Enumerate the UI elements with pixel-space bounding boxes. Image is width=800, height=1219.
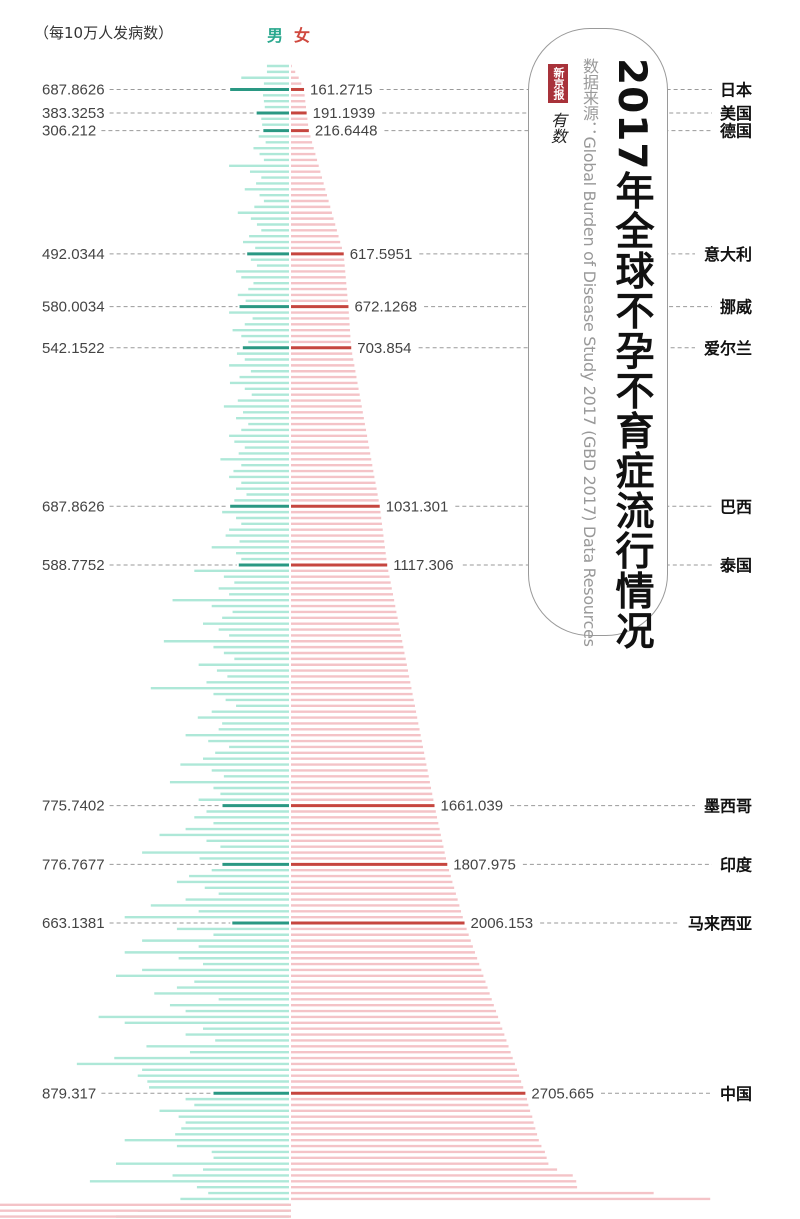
female-value-label: 617.5951 xyxy=(350,246,413,263)
logo-youshu: 有数 xyxy=(548,112,567,144)
country-label: 墨西哥 xyxy=(704,797,752,816)
legend-female: 女 xyxy=(294,26,311,45)
male-value-label: 306.212 xyxy=(42,123,96,140)
country-label: 德国 xyxy=(720,122,752,141)
female-value-label: 1117.306 xyxy=(393,557,453,574)
male-value-label: 663.1381 xyxy=(42,915,105,932)
country-label: 马来西亚 xyxy=(688,914,752,933)
country-label: 日本 xyxy=(720,80,752,99)
female-value-label: 191.1939 xyxy=(313,105,376,122)
male-value-label: 879.317 xyxy=(42,1085,96,1102)
male-value-label: 776.7677 xyxy=(42,856,105,873)
female-value-label: 1031.301 xyxy=(386,498,449,515)
country-label: 印度 xyxy=(720,855,753,874)
male-value-label: 580.0034 xyxy=(42,299,105,316)
male-value-label: 542.1522 xyxy=(42,340,105,357)
country-label: 泰国 xyxy=(719,556,752,575)
male-value-label: 687.8626 xyxy=(42,498,105,515)
country-label: 美国 xyxy=(720,104,752,123)
country-label: 挪威 xyxy=(720,298,752,317)
female-value-label: 216.6448 xyxy=(315,123,378,140)
male-value-label: 687.8626 xyxy=(42,81,105,98)
female-value-label: 1807.975 xyxy=(453,856,516,873)
female-value-label: 2006.153 xyxy=(471,915,534,932)
data-source: 数据来源：Global Burden of Disease Study 2017… xyxy=(580,58,599,647)
chart-title: 2017年全球不孕不育症流行情况 xyxy=(609,58,654,651)
female-value-label: 2705.665 xyxy=(531,1085,594,1102)
female-value-label: 161.2715 xyxy=(310,81,373,98)
logo-xinjingbao: 新京报 xyxy=(548,64,568,103)
female-value-label: 672.1268 xyxy=(354,299,417,316)
country-label: 意大利 xyxy=(704,245,752,264)
male-value-label: 492.0344 xyxy=(42,246,105,263)
male-value-label: 775.7402 xyxy=(42,798,105,815)
legend-male: 男 xyxy=(267,26,284,45)
male-value-label: 383.3253 xyxy=(42,105,105,122)
unit-label: （每10万人发病数） xyxy=(34,24,174,42)
country-label: 巴西 xyxy=(720,497,752,516)
female-value-label: 703.854 xyxy=(357,340,411,357)
title-box xyxy=(528,28,668,636)
female-value-label: 1661.039 xyxy=(441,798,504,815)
country-label: 中国 xyxy=(720,1084,752,1103)
country-label: 爱尔兰 xyxy=(704,339,752,358)
male-value-label: 588.7752 xyxy=(42,557,105,574)
